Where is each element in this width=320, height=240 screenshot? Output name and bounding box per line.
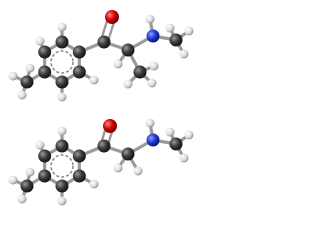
- carbon-atom: [72, 65, 86, 79]
- hydrogen-atom: [149, 61, 159, 71]
- carbon-atom: [121, 147, 135, 161]
- carbon-atom: [72, 45, 86, 59]
- hydrogen-atom: [147, 78, 157, 88]
- hydrogen-atom: [57, 126, 67, 136]
- carbon-atom: [20, 179, 34, 193]
- hydrogen-atom: [89, 179, 99, 189]
- carbon-atom: [121, 43, 135, 57]
- hydrogen-atom: [25, 167, 35, 177]
- hydrogen-atom: [165, 127, 175, 137]
- hydrogen-atom: [123, 79, 133, 89]
- carbon-atom: [55, 179, 69, 193]
- carbon-atom: [169, 137, 183, 151]
- hydrogen-atom: [8, 175, 18, 185]
- hydrogen-atom: [57, 92, 67, 102]
- carbon-atom: [169, 33, 183, 47]
- carbon-atom: [38, 65, 52, 79]
- hydrogen-atom: [184, 130, 194, 140]
- hydrogen-atom: [8, 71, 18, 81]
- hydrogen-atom: [57, 196, 67, 206]
- nitrogen-atom: [146, 133, 160, 147]
- hydrogen-atom: [25, 63, 35, 73]
- carbon-atom: [97, 35, 111, 49]
- carbon-atom: [133, 65, 147, 79]
- carbon-atom: [38, 169, 52, 183]
- page-body: (() => { const data = JSON.parse(documen…: [8, 10, 194, 206]
- hydrogen-atom: [35, 36, 45, 46]
- hydrogen-atom: [179, 49, 189, 59]
- carbon-atom: [72, 169, 86, 183]
- hydrogen-atom: [17, 90, 27, 100]
- hydrogen-atom: [133, 166, 143, 176]
- hydrogen-atom: [57, 22, 67, 32]
- nitrogen-atom: [146, 29, 160, 43]
- carbon-atom: [55, 75, 69, 89]
- carbon-atom: [38, 149, 52, 163]
- carbon-atom: [55, 35, 69, 49]
- hydrogen-atom: [145, 118, 155, 128]
- carbon-atom: [38, 45, 52, 59]
- hydrogen-atom: [89, 75, 99, 85]
- hydrogen-atom: [165, 23, 175, 33]
- hydrogen-atom: [179, 153, 189, 163]
- hydrogen-atom: [184, 26, 194, 36]
- hydrogen-atom: [113, 59, 123, 69]
- molecule-picture: [8, 10, 194, 206]
- hydrogen-atom: [17, 194, 27, 204]
- oxygen-atom: [103, 119, 117, 133]
- hydrogen-atom: [35, 140, 45, 150]
- carbon-atom: [72, 149, 86, 163]
- aromatic-ring: [50, 154, 74, 178]
- carbon-atom: [97, 139, 111, 153]
- page: Ball-and-stick models {} html, body { ma…: [8, 10, 194, 206]
- hydrogen-atom: [113, 163, 123, 173]
- carbon-atom: [55, 139, 69, 153]
- aromatic-ring: [50, 50, 74, 74]
- carbon-atom: [20, 75, 34, 89]
- oxygen-atom: [105, 10, 119, 24]
- hydrogen-atom: [145, 14, 155, 24]
